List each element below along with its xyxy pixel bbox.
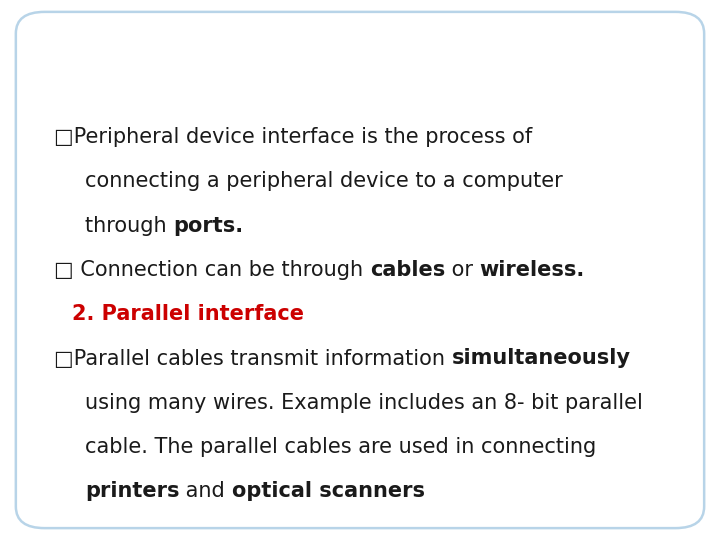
Text: connecting a peripheral device to a computer: connecting a peripheral device to a comp…	[85, 171, 563, 191]
Text: through: through	[85, 215, 174, 235]
Text: printers: printers	[85, 481, 179, 501]
Text: ports.: ports.	[174, 215, 243, 235]
Text: or: or	[445, 260, 480, 280]
Text: wireless.: wireless.	[480, 260, 585, 280]
Text: simultaneously: simultaneously	[451, 348, 631, 368]
Text: □ Connection can be through: □ Connection can be through	[54, 260, 370, 280]
Text: □Parallel cables transmit information: □Parallel cables transmit information	[54, 348, 451, 368]
Text: □Peripheral device interface is the process of: □Peripheral device interface is the proc…	[54, 127, 532, 147]
Text: and: and	[179, 481, 232, 501]
Text: 2. Parallel interface: 2. Parallel interface	[72, 304, 304, 324]
Text: cables: cables	[370, 260, 445, 280]
Text: optical scanners: optical scanners	[232, 481, 425, 501]
Text: using many wires. Example includes an 8- bit parallel: using many wires. Example includes an 8-…	[85, 393, 643, 413]
Text: cable. The parallel cables are used in connecting: cable. The parallel cables are used in c…	[85, 437, 596, 457]
